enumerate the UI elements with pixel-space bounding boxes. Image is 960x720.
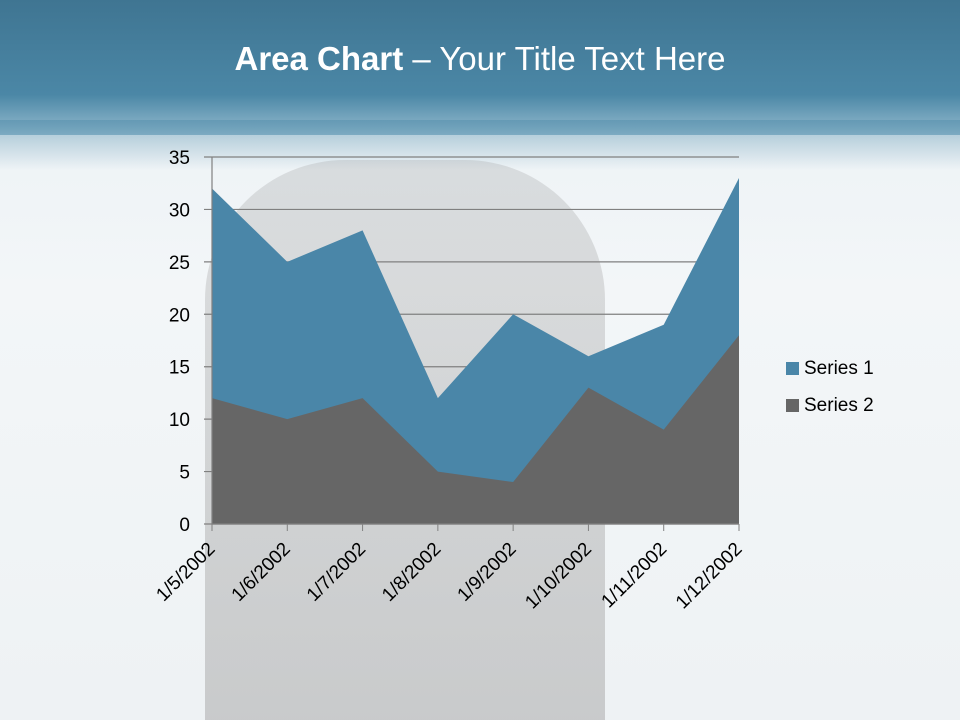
legend-swatch	[786, 399, 799, 412]
legend-label: Series 2	[804, 395, 874, 416]
y-tick-label: 30	[169, 200, 190, 221]
x-tick-label: 1/7/2002	[303, 539, 370, 606]
y-tick-label: 25	[169, 253, 190, 274]
x-tick-label: 1/12/2002	[672, 539, 747, 614]
y-tick-label: 10	[169, 410, 190, 431]
title-band	[0, 0, 960, 170]
x-tick-label: 1/9/2002	[454, 539, 521, 606]
legend-swatch	[786, 362, 799, 375]
y-tick-label: 20	[169, 305, 190, 326]
y-tick-label: 15	[169, 358, 190, 379]
y-tick-label: 35	[169, 148, 190, 169]
slide-title: Area Chart – Your Title Text Here	[0, 40, 960, 78]
x-tick-label: 1/11/2002	[598, 539, 672, 613]
area-series-2	[212, 335, 739, 524]
x-tick-label: 1/6/2002	[228, 539, 295, 606]
x-tick-label: 1/10/2002	[521, 539, 596, 614]
y-tick-label: 0	[179, 515, 190, 536]
x-tick-label: 1/5/2002	[152, 539, 219, 606]
y-tick-label: 5	[179, 463, 190, 484]
x-tick-label: 1/8/2002	[378, 539, 445, 606]
title-bold: Area Chart	[234, 40, 404, 77]
legend-label: Series 1	[804, 358, 874, 379]
title-rest: – Your Title Text Here	[403, 40, 726, 77]
